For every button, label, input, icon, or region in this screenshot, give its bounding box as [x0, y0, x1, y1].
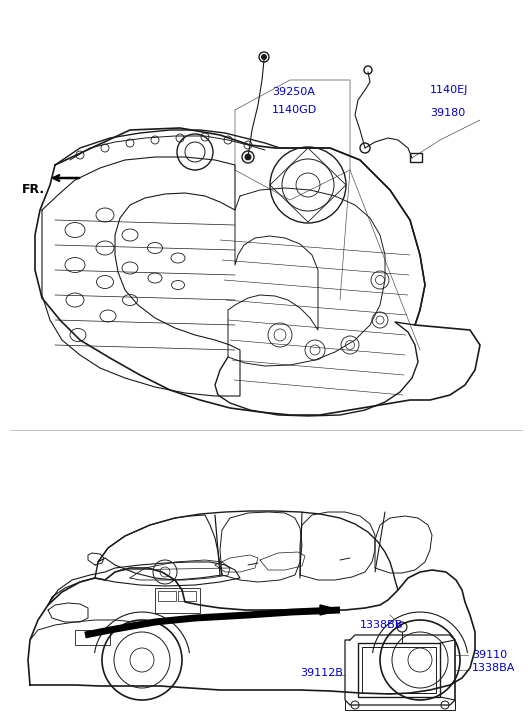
Polygon shape [320, 605, 340, 615]
Bar [155, 588, 200, 613]
Text: 1140EJ: 1140EJ [430, 85, 468, 95]
Text: 1140GD: 1140GD [272, 105, 317, 115]
Text: 39112B: 39112B [300, 668, 343, 678]
Bar [178, 591, 196, 601]
Text: 1338BA: 1338BA [472, 663, 516, 673]
Circle shape [262, 55, 267, 60]
Text: 1338BB: 1338BB [360, 620, 403, 630]
Bar [158, 591, 176, 601]
Text: FR.: FR. [22, 183, 45, 196]
Bar [362, 647, 436, 693]
Circle shape [245, 154, 251, 160]
Bar [75, 630, 110, 645]
Text: 39110: 39110 [472, 650, 507, 660]
Text: 39250A: 39250A [272, 87, 315, 97]
Bar [410, 153, 422, 162]
Bar [358, 643, 440, 697]
Text: 39180: 39180 [430, 108, 466, 118]
